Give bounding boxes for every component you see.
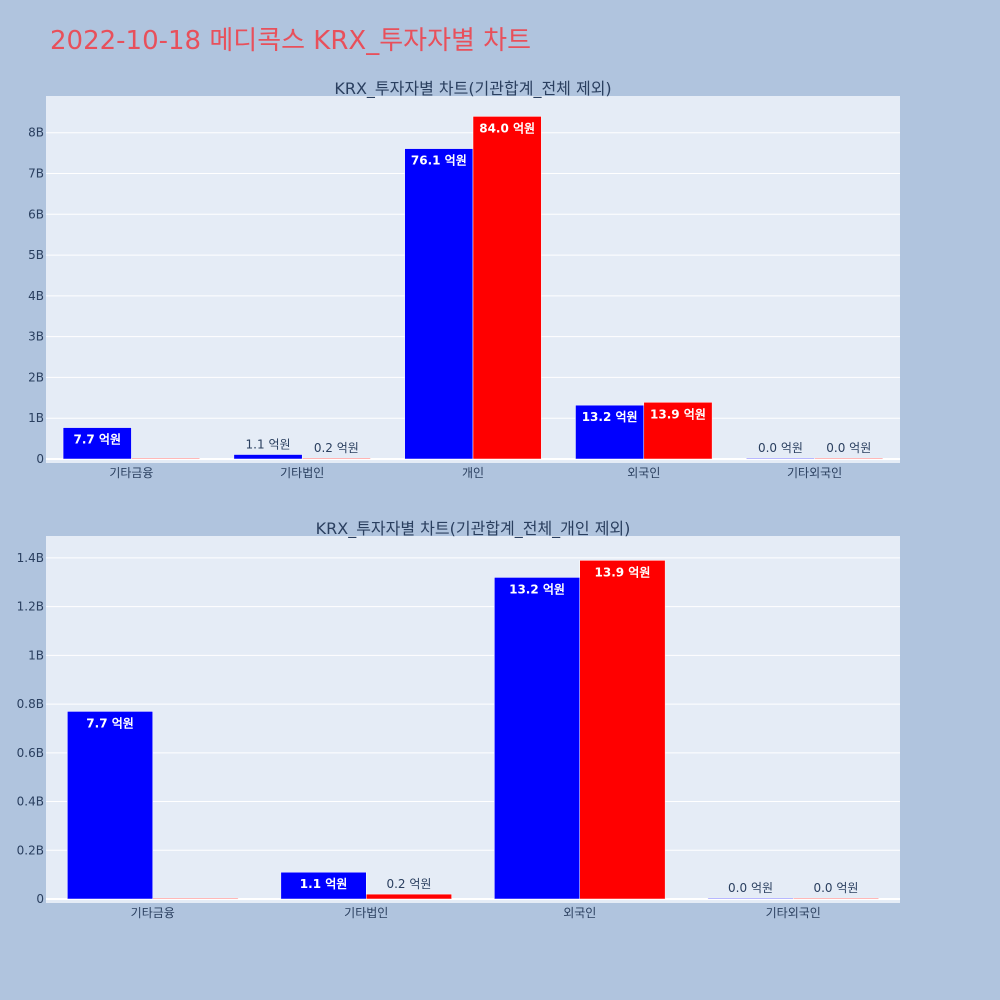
y-tick-label: 0 <box>36 892 44 906</box>
data-label: 0.0 억원 <box>728 881 773 895</box>
data-label: 1.1 억원 <box>246 438 291 452</box>
chart-title: KRX_투자자별 차트(기관합계_전체_개인 제외) <box>316 519 631 539</box>
y-tick-label: 5B <box>28 248 44 262</box>
bar <box>131 457 200 460</box>
y-tick-label: 3B <box>28 330 44 344</box>
data-label: 1.1 억원 <box>300 877 348 891</box>
x-tick-label: 기타외국인 <box>787 466 842 480</box>
bar <box>643 402 713 460</box>
y-tick-label: 1B <box>28 411 44 425</box>
x-tick-label: 기타금융 <box>131 906 175 920</box>
x-tick-label: 외국인 <box>627 466 660 480</box>
data-label: 13.2 억원 <box>582 410 638 424</box>
chart-title: KRX_투자자별 차트(기관합계_전체 제외) <box>334 79 611 99</box>
bar <box>152 897 239 900</box>
bar <box>233 454 303 460</box>
bar <box>707 897 794 900</box>
data-label: 13.9 억원 <box>595 565 651 579</box>
bar <box>579 560 666 900</box>
data-label: 84.0 억원 <box>479 121 535 135</box>
data-label: 7.7 억원 <box>86 716 134 730</box>
x-tick-label: 개인 <box>462 466 484 480</box>
bar <box>814 457 884 460</box>
y-tick-label: 1.2B <box>17 600 44 614</box>
bar <box>366 893 452 900</box>
x-tick-label: 기타법인 <box>344 906 388 920</box>
bar <box>575 404 645 460</box>
data-label: 7.7 억원 <box>73 433 121 447</box>
data-label: 0.0 억원 <box>758 441 803 455</box>
page-title: 2022-10-18 메디콕스 KRX_투자자별 차트 <box>50 26 531 56</box>
y-tick-label: 0.4B <box>17 795 44 809</box>
bar <box>67 711 153 900</box>
x-tick-label: 기타법인 <box>280 466 324 480</box>
x-tick-label: 기타금융 <box>109 466 153 480</box>
y-tick-label: 1.4B <box>17 551 44 565</box>
y-tick-label: 0.8B <box>17 697 44 711</box>
data-label: 0.2 억원 <box>314 441 359 455</box>
x-tick-label: 외국인 <box>563 906 596 920</box>
y-tick-label: 8B <box>28 126 44 140</box>
y-tick-label: 2B <box>28 370 44 384</box>
bar <box>62 427 132 460</box>
data-label: 0.2 억원 <box>386 877 431 891</box>
plot-area <box>46 536 900 903</box>
y-tick-label: 0.2B <box>17 843 44 857</box>
y-tick-label: 0.6B <box>17 746 44 760</box>
bar <box>746 457 815 460</box>
y-tick-label: 7B <box>28 166 44 180</box>
data-label: 0.0 억원 <box>813 881 858 895</box>
bar <box>472 116 542 460</box>
bar <box>494 577 581 900</box>
data-label: 13.9 억원 <box>650 407 706 421</box>
bar <box>301 457 371 460</box>
y-tick-label: 4B <box>28 289 44 303</box>
x-tick-label: 기타외국인 <box>766 906 821 920</box>
bar <box>280 871 367 900</box>
data-label: 76.1 억원 <box>411 154 467 168</box>
y-tick-label: 6B <box>28 207 44 221</box>
chart-1: 0 1B 2B 3B 4B 5B 6B 7B 8B KRX_투자자별 차트(기관합계_전체 제외)… <box>28 79 900 480</box>
data-label: 13.2 억원 <box>509 582 565 596</box>
y-tick-label: 1B <box>28 648 44 662</box>
chart-2: 0 0.2B 0.4B 0.6B 0.8B 1B 1.2B 1.4B KRX_투자자별 차트(기… <box>17 519 900 920</box>
bar <box>793 897 879 900</box>
bar <box>404 148 474 460</box>
data-label: 0.0 억원 <box>826 441 871 455</box>
y-tick-label: 0 <box>36 452 44 466</box>
